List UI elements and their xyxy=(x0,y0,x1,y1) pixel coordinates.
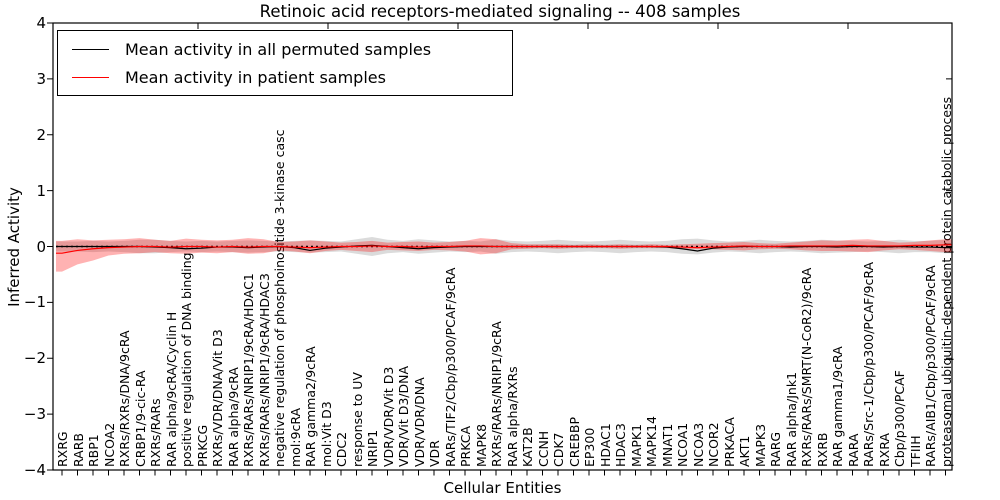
y-tick-label: 3 xyxy=(36,69,46,88)
patient-band xyxy=(56,238,952,272)
patient-mean-line xyxy=(56,244,952,254)
x-axis-label: Cellular Entities xyxy=(443,479,562,497)
y-tick-label: 4 xyxy=(36,14,46,32)
y-tick-label: −4 xyxy=(23,461,46,479)
legend-label-permuted: Mean activity in all permuted samples xyxy=(125,39,432,59)
legend-label-patient: Mean activity in patient samples xyxy=(125,67,386,87)
y-tick-label: 1 xyxy=(36,181,46,200)
legend-line-patient-icon xyxy=(72,76,109,78)
chart-title: Retinoic acid receptors-mediated signali… xyxy=(259,2,741,21)
y-tick-label: 0 xyxy=(36,237,46,256)
y-tick-label: −1 xyxy=(23,293,46,312)
y-tick-label: −3 xyxy=(23,405,46,424)
legend-item-permuted: Mean activity in all permuted samples xyxy=(58,35,512,63)
y-tick-label: −2 xyxy=(23,349,46,368)
legend-item-patient: Mean activity in patient samples xyxy=(58,63,512,91)
legend: Mean activity in all permuted samples Me… xyxy=(57,30,513,96)
y-tick-label: 2 xyxy=(36,125,46,144)
legend-line-permuted-icon xyxy=(72,48,109,50)
